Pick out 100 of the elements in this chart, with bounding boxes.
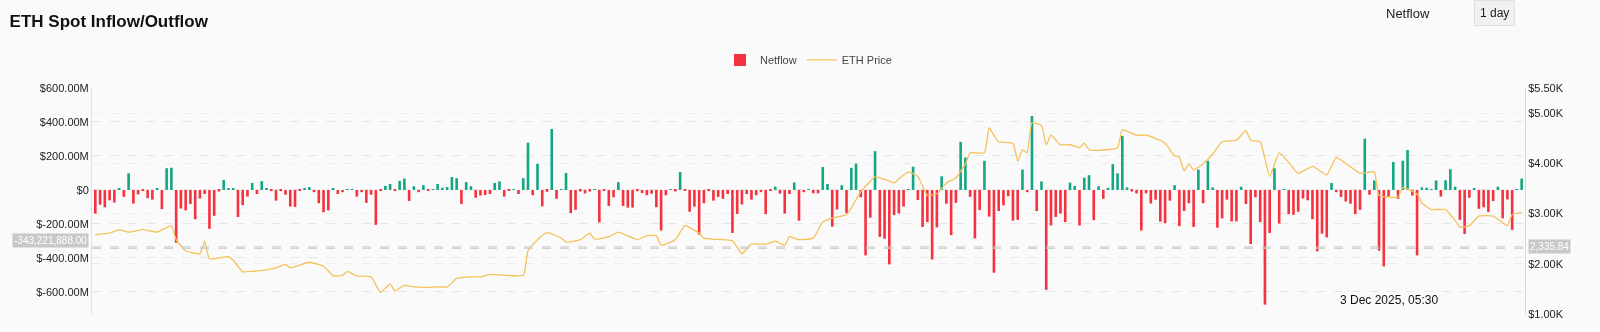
legend-label: Netflow: [760, 54, 797, 67]
bar: [902, 189, 905, 207]
bar: [783, 189, 787, 214]
bar: [959, 141, 962, 190]
bar: [1135, 189, 1138, 194]
bar: [1197, 169, 1200, 190]
bar: [1111, 164, 1115, 190]
bar: [1040, 181, 1043, 190]
bar: [1054, 189, 1058, 217]
bar: [326, 189, 330, 211]
bar: [693, 189, 696, 207]
bar: [246, 189, 249, 197]
bar: [1368, 189, 1371, 195]
bar: [883, 189, 886, 239]
bar: [341, 189, 344, 193]
bar: [1097, 186, 1100, 190]
bar: [1044, 189, 1048, 290]
text: 1 day: [1480, 6, 1510, 20]
bar: [403, 178, 406, 190]
bar: [322, 189, 325, 213]
bar: [1406, 150, 1409, 190]
bar: [612, 189, 615, 198]
bar: [208, 189, 211, 229]
bar: [384, 185, 387, 190]
bar: [1016, 189, 1019, 220]
bar: [712, 189, 715, 201]
bar: [441, 187, 444, 190]
bar: [521, 178, 525, 190]
bar: [317, 189, 321, 204]
bar: [1192, 189, 1195, 227]
bar: [845, 189, 848, 214]
y2-tick-label: $5.00K: [1528, 106, 1564, 119]
bar: [1372, 180, 1376, 190]
bar: [588, 189, 592, 192]
bar: [260, 181, 264, 190]
bar: [1363, 138, 1367, 190]
bar: [531, 189, 535, 196]
bar: [788, 189, 791, 195]
bar: [1249, 189, 1252, 244]
bar: [170, 167, 173, 190]
bar: [517, 189, 520, 195]
bar: [113, 189, 116, 203]
bar: [569, 189, 573, 214]
bar: [1211, 187, 1214, 190]
bar: [502, 189, 506, 197]
y2-tick-label: $2.00K: [1528, 257, 1564, 270]
bar: [1349, 189, 1352, 204]
bar: [1101, 189, 1105, 199]
bar: [921, 189, 924, 227]
bar: [631, 189, 634, 208]
bar: [978, 189, 981, 211]
bar: [1063, 189, 1067, 223]
y2-tick-label: $3.00K: [1528, 207, 1564, 220]
bar: [1353, 189, 1357, 215]
bar: [764, 189, 768, 215]
bar: [1235, 189, 1238, 222]
bar: [636, 189, 639, 192]
bar: [674, 189, 677, 192]
bar: [1059, 189, 1062, 214]
bar: [1078, 189, 1081, 226]
bar: [1021, 169, 1024, 190]
text: Netflow: [1386, 6, 1430, 21]
bar: [1092, 189, 1096, 221]
bar: [1344, 189, 1348, 202]
bar: [849, 167, 853, 190]
y-tick-label: $200.00M: [39, 149, 89, 162]
bar: [864, 189, 867, 256]
bar: [165, 168, 168, 190]
y-tick-label: $-400.00M: [36, 251, 89, 264]
bar: [132, 189, 135, 204]
bar: [498, 181, 501, 190]
annotation: 3 Dec 2025, 05:30: [1340, 293, 1439, 307]
bar: [1292, 189, 1295, 215]
bar: [830, 189, 834, 227]
legend-label: ETH Price: [841, 54, 892, 67]
bar: [1120, 135, 1124, 190]
bar: [1382, 189, 1386, 267]
bar: [483, 189, 487, 196]
bar: [493, 182, 497, 190]
y2-tick-label: $1.00K: [1528, 307, 1564, 320]
bar: [983, 160, 986, 190]
bar: [1296, 189, 1300, 212]
bar: [555, 189, 558, 199]
bar: [1254, 189, 1257, 198]
bar: [1444, 180, 1447, 190]
bar: [288, 189, 292, 207]
bar: [108, 189, 111, 201]
bar: [1311, 189, 1314, 220]
bar: [1325, 189, 1329, 238]
bar: [250, 182, 254, 190]
bar: [655, 189, 658, 208]
bar: [540, 189, 544, 207]
bar: [1315, 189, 1319, 252]
bar: [1006, 189, 1010, 197]
y-tick-label: $600.00M: [39, 81, 89, 94]
bar: [821, 167, 825, 190]
bar: [365, 189, 368, 203]
bar: [1463, 189, 1466, 234]
bar: [1501, 189, 1504, 219]
bar: [1073, 185, 1077, 190]
